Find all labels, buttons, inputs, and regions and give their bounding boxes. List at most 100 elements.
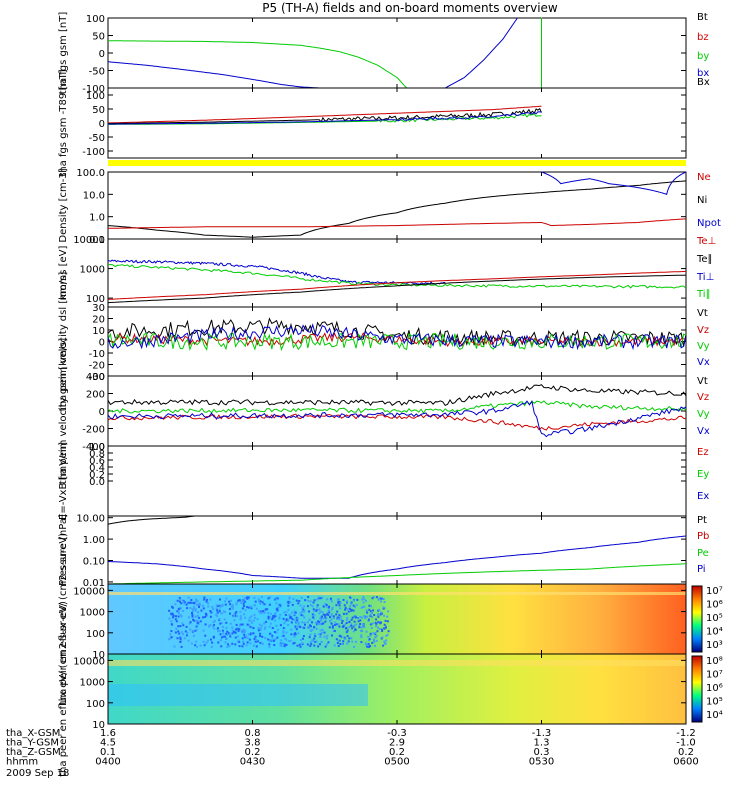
spectrogram-pixel [311,639,314,642]
spectrogram-pixel [381,630,384,632]
series-bx [444,17,518,89]
spectrogram-pixel [216,614,218,617]
spectrogram-pixel [243,636,246,639]
spectrogram-pixel [309,633,312,636]
spectrogram-pixel [346,608,349,611]
spectrogram-pixel [371,641,374,644]
spectrogram-pixel [275,624,278,627]
spectrogram-pixel [294,625,297,628]
spectrogram-pixel [170,623,173,626]
spectrogram-pixel [277,628,279,631]
spectrogram-pixel [371,622,374,625]
ytick-label: 10000 [73,586,105,597]
spectrogram-pixel [243,633,246,636]
spectrogram-pixel [171,605,174,608]
spectrogram-pixel [318,621,321,624]
spectrogram-pixel [362,596,365,598]
spectrogram-pixel [247,596,250,599]
spectrogram-pixel [290,621,293,624]
spectrogram-pixel [293,641,296,644]
spectrogram-pixel [219,622,222,625]
ytick-label: 10.00 [76,514,105,525]
spectrogram-pixel [310,642,313,645]
spectrogram-pixel [199,620,202,623]
spectrogram-pixel [362,601,365,604]
ytick-label: -50 [89,133,105,144]
spectrogram-pixel [372,596,375,599]
spectrogram-pixel [293,633,296,636]
spectrogram-pixel [332,615,335,618]
spectrogram-pixel [246,636,249,639]
spectrogram-pixel [198,603,201,606]
xaxis-value: 0.8 [245,728,261,739]
spectrogram-pixel [384,625,387,628]
spectrogram-pixel [294,632,297,635]
spectrogram-pixel [193,602,196,604]
ytick-label: 0.2 [89,470,105,481]
spectrogram-pixel [332,630,335,633]
spectrogram-pixel [261,642,264,645]
spectrogram-pixel [374,636,377,639]
spectrogram-pixel [386,620,389,623]
spectrogram-pixel [176,637,179,640]
legend-Ti⊥: Ti⊥ [696,272,714,283]
spectrogram-pixel [357,617,360,620]
spectrogram-pixel [180,645,183,648]
spectrogram-pixel [375,596,378,599]
spectrogram-pixel [365,630,368,633]
spectrogram-pixel [268,625,271,628]
spectrogram-pixel [178,597,181,599]
spectrogram-pixel [373,614,376,616]
spectrogram-pixel [184,630,187,633]
xaxis-value: 0.2 [389,747,405,758]
spectrogram-pixel [248,616,251,619]
xaxis-value: 0500 [384,757,409,768]
spectrogram-pixel [269,612,272,615]
spectrogram-pixel [200,609,203,612]
spectrogram-pixel [202,629,205,632]
spectrogram-pixel [274,598,277,601]
spectrogram-pixel [358,624,361,627]
spectrogram-pixel [259,600,262,603]
spectrogram-pixel [265,608,268,611]
spectrogram-pixel [301,621,304,624]
spectrogram-pixel [341,625,344,628]
ytick-label: 200 [86,390,105,401]
xaxis-row-label: hhmm [6,757,38,768]
spectrogram-pixel [355,640,358,643]
ylabel: tha fgs gsm -T89 [nT] [58,69,69,176]
spectrogram-pixel [196,645,198,648]
spectrogram-pixel [175,615,177,618]
spectrogram-pixel [385,639,388,642]
spectrogram-pixel [313,617,315,620]
spectrogram-pixel [195,603,198,606]
ytick-label: -50 [89,67,105,78]
spectrogram-pixel [337,645,340,647]
spectrogram-pixel [248,638,251,641]
series-by [108,40,407,89]
spectrogram-pixel [227,643,229,646]
spectrogram-pixel [338,600,341,603]
colorbar-tick-label: 10⁸ [706,656,723,667]
spectrogram-pixel [224,600,227,603]
spectrogram-pixel [296,621,298,623]
spectrogram-pixel [351,627,354,630]
legend-Te⊥: Te⊥ [696,236,716,247]
spectrogram-pixel [185,625,188,628]
spectrogram-pixel [235,602,238,605]
spectrogram-pixel [222,635,225,638]
spectrogram-pixel [196,622,199,625]
spectrogram-pixel [234,628,237,631]
xaxis-value: 0600 [673,757,698,768]
spectrogram-pixel [221,605,224,607]
spectrogram-pixel [328,626,331,629]
spectrogram-pixel [300,596,303,599]
spectrogram-pixel [297,623,300,626]
spectrogram-pixel [274,638,277,640]
spectrogram-pixel [297,625,300,628]
spectrogram-pixel [376,614,379,617]
spectrogram-pixel [289,617,292,619]
spectrogram-pixel [337,639,340,642]
spectrogram-pixel [205,641,208,644]
spectrogram-pixel [236,615,238,618]
